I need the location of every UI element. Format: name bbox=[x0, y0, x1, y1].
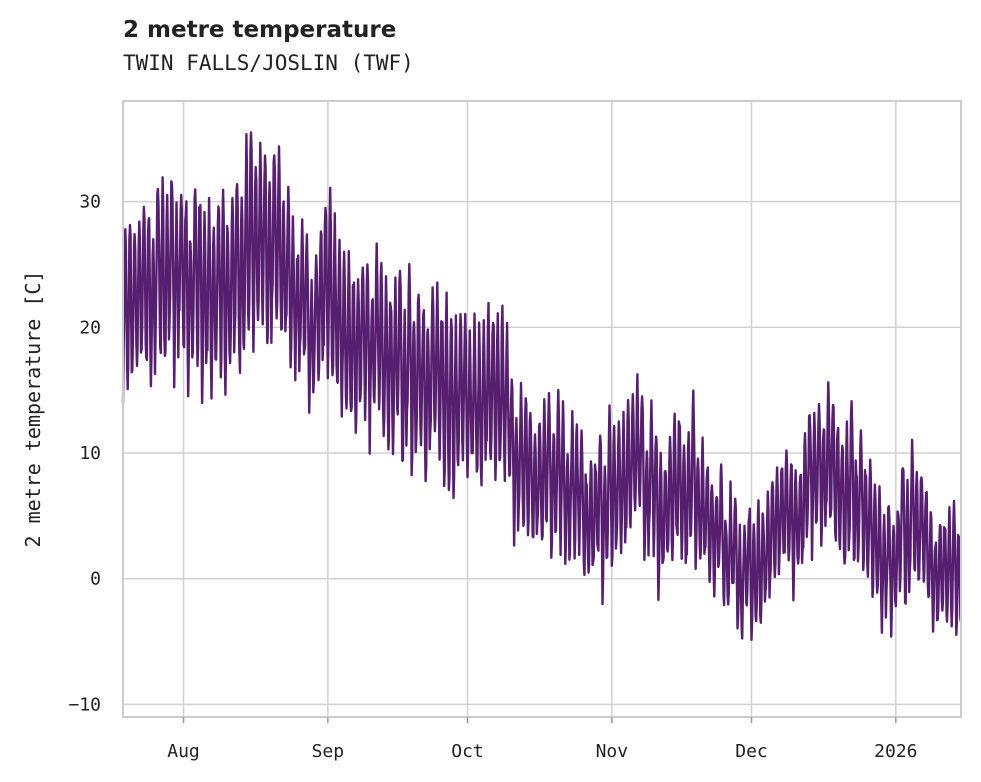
plot-frame bbox=[122, 100, 962, 718]
y-axis-label: 2 metre temperature [C] bbox=[21, 271, 45, 548]
y-axis: −10 0 10 20 30 bbox=[68, 192, 101, 716]
x-tick-label: Aug bbox=[167, 741, 200, 762]
y-tick-label: 10 bbox=[79, 443, 101, 464]
y-tick-label: 20 bbox=[79, 317, 101, 338]
y-tick-label: 30 bbox=[79, 192, 101, 213]
x-tick-label: Nov bbox=[596, 741, 629, 762]
y-tick-label: −10 bbox=[68, 694, 101, 715]
temperature-series-line bbox=[121, 131, 963, 641]
x-tick-label: Oct bbox=[451, 741, 484, 762]
x-axis: Aug Sep Oct Nov Dec 2026 bbox=[167, 717, 918, 762]
x-tick-label: Sep bbox=[312, 741, 345, 762]
grid-lines bbox=[123, 101, 961, 717]
series-layer bbox=[121, 131, 963, 641]
y-tick-label: 0 bbox=[90, 569, 101, 590]
chart-subtitle: TWIN FALLS/JOSLIN (TWF) bbox=[123, 51, 414, 75]
chart-title: 2 metre temperature bbox=[123, 17, 397, 43]
x-tick-label: Dec bbox=[735, 741, 768, 762]
x-tick-label: 2026 bbox=[874, 741, 917, 762]
